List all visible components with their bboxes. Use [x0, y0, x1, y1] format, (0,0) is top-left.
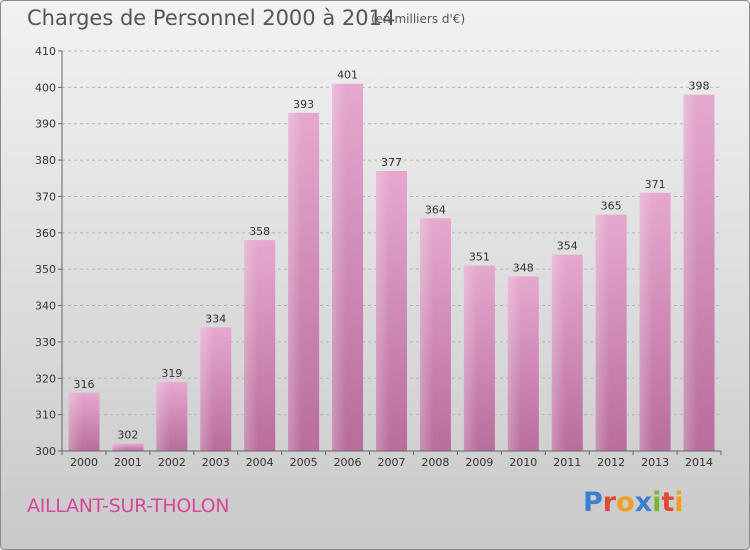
bar-value-label: 302: [117, 429, 138, 442]
bar-highlight: [376, 171, 390, 451]
x-tick-label: 2014: [685, 456, 713, 469]
bar-highlight: [244, 240, 259, 451]
bar: [112, 443, 144, 451]
x-tick-label: 2011: [553, 456, 581, 469]
x-tick-label: 2000: [70, 456, 98, 469]
x-tick-label: 2001: [114, 456, 142, 469]
x-tick-label: 2002: [158, 456, 186, 469]
chart-title: Charges de Personnel 2000 à 2014: [27, 6, 396, 30]
logo-letter: r: [602, 487, 617, 518]
y-tick-label: 360: [35, 227, 56, 240]
bar-highlight: [463, 265, 478, 451]
bar-highlight: [595, 214, 610, 451]
bar-value-label: 348: [513, 261, 534, 274]
x-tick-label: 2006: [334, 456, 362, 469]
y-tick-label: 410: [35, 45, 56, 58]
logo-letter: t: [661, 487, 675, 518]
bar-value-label: 401: [337, 69, 358, 82]
bar-value-label: 365: [601, 200, 622, 213]
logo-letter: x: [634, 487, 653, 518]
y-tick-label: 390: [35, 118, 56, 131]
bar-highlight: [419, 218, 434, 451]
bar-value-label: 354: [557, 240, 578, 253]
bar-highlight: [200, 327, 215, 451]
chart-subtitle: (en milliers d'€): [371, 12, 466, 26]
x-tick-label: 2009: [465, 456, 493, 469]
y-tick-label: 300: [35, 445, 56, 458]
bar-highlight: [112, 443, 127, 451]
bar-highlight: [68, 392, 83, 451]
bar-highlight: [156, 381, 171, 451]
bar-value-label: 398: [689, 80, 710, 93]
bar-value-label: 334: [205, 312, 226, 325]
bar-value-label: 377: [381, 156, 402, 169]
x-tick-label: 2003: [202, 456, 230, 469]
bar-value-label: 393: [293, 98, 314, 111]
bar-value-label: 316: [73, 378, 94, 391]
proxiti-logo: Proxiti: [583, 487, 684, 518]
bar-highlight: [332, 83, 347, 452]
bar-highlight: [507, 276, 522, 451]
logo-letter: P: [583, 487, 603, 518]
x-tick-label: 2004: [246, 456, 274, 469]
x-tick-label: 2013: [641, 456, 669, 469]
bar-value-label: 351: [469, 251, 490, 264]
y-tick-label: 370: [35, 190, 56, 203]
bar-value-label: 358: [249, 225, 270, 238]
logo-letter: i: [652, 487, 662, 518]
bar-highlight: [288, 112, 303, 452]
x-tick-label: 2012: [597, 456, 625, 469]
y-tick-label: 400: [35, 81, 56, 94]
y-tick-label: 330: [35, 336, 56, 349]
x-tick-label: 2008: [421, 456, 449, 469]
bar-value-label: 319: [161, 367, 182, 380]
logo-letter: i: [674, 487, 684, 518]
x-tick-label: 2010: [509, 456, 537, 469]
y-tick-label: 340: [35, 300, 56, 313]
logo-letter: o: [616, 487, 635, 518]
place-name: AILLANT-SUR-THOLON: [27, 495, 230, 517]
y-tick-label: 310: [35, 409, 56, 422]
y-tick-label: 320: [35, 372, 56, 385]
bar-highlight: [683, 94, 698, 452]
bar-highlight: [551, 254, 566, 451]
bar-value-label: 371: [645, 178, 666, 191]
y-tick-label: 350: [35, 263, 56, 276]
x-tick-label: 2007: [378, 456, 406, 469]
bar-value-label: 364: [425, 203, 446, 216]
bar-highlight: [639, 192, 654, 451]
y-tick-label: 380: [35, 154, 56, 167]
x-tick-label: 2005: [290, 456, 318, 469]
